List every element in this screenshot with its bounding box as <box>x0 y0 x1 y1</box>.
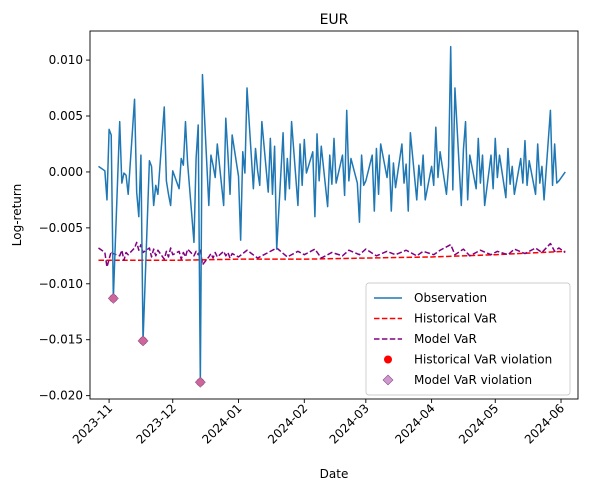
legend-historical-var-label: Historical VaR <box>414 312 497 326</box>
y-tick-label: 0.010 <box>49 53 83 67</box>
x-axis-label: Date <box>320 467 349 481</box>
legend-model-var-label: Model VaR <box>414 332 477 346</box>
model-var-violation-marker <box>194 376 206 388</box>
y-tick-label: 0.005 <box>49 109 83 123</box>
legend-model-violation: Model VaR violation <box>382 373 532 387</box>
legend-model-violation-swatch <box>382 374 394 386</box>
legend-historical-var: Historical VaR <box>374 312 497 326</box>
legend-observation: Observation <box>374 291 487 305</box>
y-tick-label: 0.000 <box>49 165 83 179</box>
legend-model-var: Model VaR <box>374 332 477 346</box>
observation-line <box>98 45 566 383</box>
y-tick-label: −0.015 <box>39 333 83 347</box>
y-axis-label: Log-return <box>10 184 24 246</box>
series-layer <box>98 45 566 383</box>
model-var-violation-marker <box>137 335 149 347</box>
plot-frame <box>89 30 579 400</box>
model-var-violation-marker <box>107 292 119 304</box>
y-tick-label: −0.020 <box>39 389 83 403</box>
legend-historical-violation-swatch <box>384 355 392 364</box>
model-var-line <box>98 241 566 268</box>
chart-title: EUR <box>320 12 349 28</box>
legend-frame <box>365 282 571 396</box>
y-axis: −0.020 −0.015 −0.010 −0.005 0.000 0.005 0.010 <box>39 53 90 403</box>
legend-historical-violation-label: Historical VaR violation <box>414 353 552 367</box>
y-tick-label: −0.005 <box>39 221 83 235</box>
marker-layer <box>107 292 206 388</box>
legend-historical-violation: Historical VaR violation <box>384 353 552 367</box>
legend-items: Observation Historical VaR Model VaR Histor… <box>374 291 552 387</box>
legend-model-violation-label: Model VaR violation <box>414 373 532 387</box>
legend: Observation Historical VaR Model VaR Histor… <box>365 282 571 396</box>
y-tick-label: −0.010 <box>39 277 83 291</box>
legend-observation-label: Observation <box>414 291 487 305</box>
